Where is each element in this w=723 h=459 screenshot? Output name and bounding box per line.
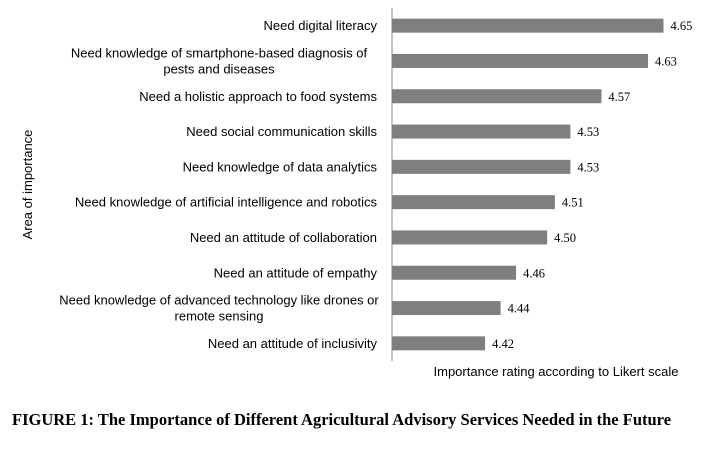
value-label: 4.51 (562, 196, 584, 210)
value-label: 4.53 (577, 125, 599, 139)
value-label: 4.65 (670, 19, 692, 33)
value-label: 4.50 (554, 231, 576, 245)
bar (392, 265, 517, 280)
bar (392, 195, 555, 210)
value-label: 4.53 (577, 160, 599, 174)
category-label: Need knowledge of advanced technology li… (59, 293, 379, 324)
figure-caption: FIGURE 1: The Importance of Different Ag… (12, 410, 672, 429)
bar-chart: Need digital literacy Need knowledge of s… (20, 8, 692, 379)
category-label: Need social communication skills (186, 124, 377, 139)
category-label: Need digital literacy (264, 18, 378, 33)
category-label: Need knowledge of smartphone-based diagn… (71, 45, 368, 76)
bar (392, 89, 602, 104)
bars (392, 18, 664, 351)
bar (392, 124, 571, 139)
category-label: Need knowledge of artificial intelligenc… (75, 195, 378, 210)
value-label: 4.42 (492, 337, 514, 351)
category-label: Need knowledge of data analytics (183, 159, 378, 174)
category-labels: Need digital literacy Need knowledge of s… (59, 18, 379, 351)
bar (392, 159, 571, 174)
bar (392, 301, 501, 316)
value-label: 4.46 (523, 266, 545, 280)
value-label: 4.57 (608, 90, 630, 104)
value-labels: 4.65 4.63 4.57 4.53 4.53 4.51 4.50 4.46 4.44 4.42 (492, 19, 692, 351)
category-label: Need an attitude of empathy (214, 265, 378, 280)
bar (392, 336, 486, 351)
value-label: 4.44 (508, 302, 531, 316)
category-label: Need an attitude of collaboration (190, 230, 377, 245)
x-axis-title: Importance rating according to Likert sc… (434, 364, 679, 379)
category-label: Need a holistic approach to food systems (139, 89, 377, 104)
value-label: 4.63 (655, 54, 677, 68)
category-label: Need an attitude of inclusivity (208, 336, 378, 351)
y-axis-title: Area of importance (20, 130, 35, 240)
bar (392, 53, 648, 68)
bar (392, 230, 548, 245)
bar (392, 18, 664, 33)
